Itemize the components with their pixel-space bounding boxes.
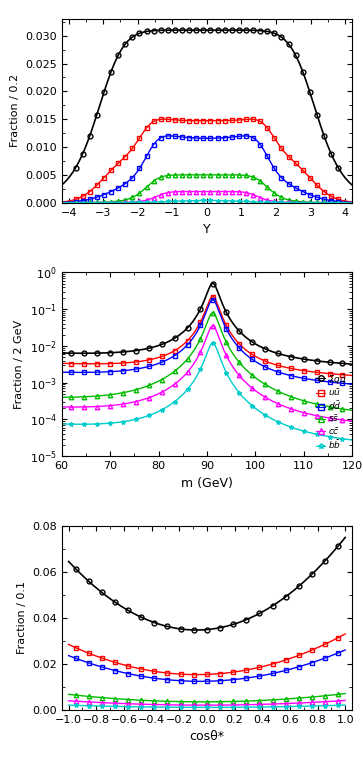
X-axis label: Y: Y xyxy=(203,223,211,236)
X-axis label: m (GeV): m (GeV) xyxy=(181,477,233,490)
Y-axis label: Fraction / 2 GeV: Fraction / 2 GeV xyxy=(14,320,24,409)
Y-axis label: Fraction / 0.2: Fraction / 0.2 xyxy=(9,74,20,147)
Y-axis label: Fraction / 0.1: Fraction / 0.1 xyxy=(17,581,26,654)
X-axis label: cosθ*: cosθ* xyxy=(189,730,224,743)
Legend: $\Sigma q\bar{q}$, $u\bar{u}$, $d\bar{d}$, $s\bar{s}$, $c\bar{c}$, $b\bar{b}$: $\Sigma q\bar{q}$, $u\bar{u}$, $d\bar{d}… xyxy=(315,372,348,452)
